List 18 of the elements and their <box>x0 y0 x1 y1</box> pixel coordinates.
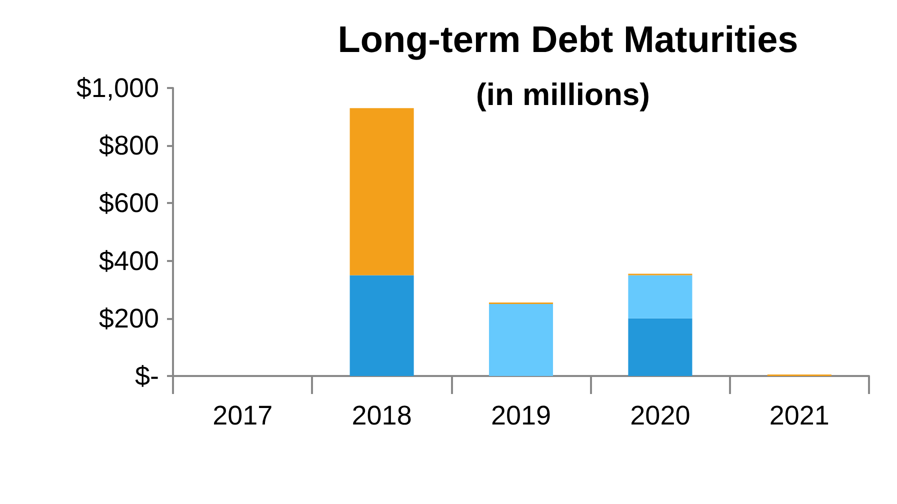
x-tick-label: 2021 <box>769 400 830 430</box>
bar <box>488 304 554 376</box>
bar <box>628 275 692 318</box>
chart-subtitle: (in millions) <box>476 77 650 112</box>
y-tick-label: $200 <box>98 303 159 334</box>
y-tick-label: $600 <box>98 188 159 218</box>
y-tick-label: $800 <box>98 130 159 161</box>
y-tick-label: $400 <box>98 246 159 276</box>
x-tick-label: 2020 <box>630 400 690 430</box>
x-tick-label: 2018 <box>352 400 412 430</box>
x-tick-label: 2019 <box>490 400 552 430</box>
bar <box>350 275 414 376</box>
chart-title: Long-term Debt Maturities <box>338 19 798 60</box>
bar <box>628 318 692 376</box>
x-tick-label: 2017 <box>212 400 273 430</box>
y-tick-label: $- <box>134 361 159 391</box>
bar <box>350 108 414 276</box>
y-tick-label: $1,000 <box>76 73 159 103</box>
